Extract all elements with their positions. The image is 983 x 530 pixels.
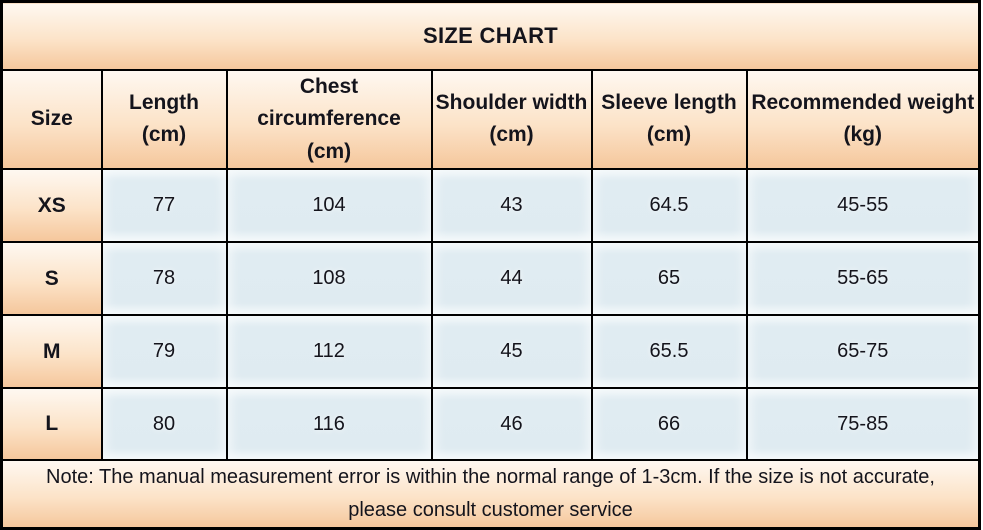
- cell-weight: 75-85: [745, 387, 981, 462]
- column-unit: (cm): [306, 139, 352, 163]
- cell-length: 78: [100, 241, 228, 317]
- table-row-m: M 79 112 45 65.5 65-75: [0, 314, 981, 390]
- column-header-weight: Recommended weight (kg): [745, 68, 981, 171]
- table-row-l: L 80 116 46 66 75-85: [0, 387, 981, 462]
- cell-shoulder: 46: [430, 387, 593, 462]
- cell-sleeve: 65: [590, 241, 748, 317]
- column-label: Length: [129, 90, 199, 114]
- title-row: SIZE CHART: [0, 0, 981, 71]
- column-unit: (cm): [489, 123, 534, 147]
- cell-chest: 104: [225, 168, 433, 244]
- cell-length: 80: [100, 387, 228, 462]
- cell-weight: 55-65: [745, 241, 981, 317]
- table-row-xs: XS 77 104 43 64.5 45-55: [0, 168, 981, 244]
- column-label: Chest circumference: [257, 74, 401, 131]
- measurement-note: Note: The manual measurement error is wi…: [0, 459, 981, 530]
- column-header-length: Length (cm): [100, 68, 228, 171]
- column-label: Recommended weight: [751, 90, 975, 114]
- size-label: XS: [0, 168, 103, 244]
- page-title: SIZE CHART: [0, 0, 981, 71]
- column-header-size: Size: [0, 68, 103, 171]
- cell-sleeve: 64.5: [590, 168, 748, 244]
- cell-shoulder: 45: [430, 314, 593, 390]
- column-unit: (cm): [141, 123, 187, 147]
- column-header-sleeve: Sleeve length (cm): [590, 68, 748, 171]
- column-label: Sleeve length: [601, 90, 737, 114]
- size-label: L: [0, 387, 103, 462]
- cell-chest: 112: [225, 314, 433, 390]
- cell-shoulder: 44: [430, 241, 593, 317]
- column-label: Shoulder width: [435, 90, 588, 114]
- cell-weight: 45-55: [745, 168, 981, 244]
- column-label: Size: [30, 107, 73, 131]
- cell-chest: 108: [225, 241, 433, 317]
- note-row: Note: The manual measurement error is wi…: [0, 459, 981, 530]
- column-unit: (kg): [843, 123, 883, 147]
- size-label: M: [0, 314, 103, 390]
- cell-sleeve: 66: [590, 387, 748, 462]
- note-line-1: Note: The manual measurement error is wi…: [46, 466, 935, 489]
- cell-sleeve: 65.5: [590, 314, 748, 390]
- header-row: Size Length (cm) Chest circumference (cm…: [0, 68, 981, 171]
- table-row-s: S 78 108 44 65 55-65: [0, 241, 981, 317]
- cell-length: 77: [100, 168, 228, 244]
- cell-chest: 116: [225, 387, 433, 462]
- note-line-2: please consult customer service: [348, 499, 633, 522]
- cell-shoulder: 43: [430, 168, 593, 244]
- column-unit: (cm): [646, 123, 692, 147]
- cell-length: 79: [100, 314, 228, 390]
- size-label: S: [0, 241, 103, 317]
- column-header-chest: Chest circumference (cm): [225, 68, 433, 171]
- column-header-shoulder: Shoulder width (cm): [430, 68, 593, 171]
- cell-weight: 65-75: [745, 314, 981, 390]
